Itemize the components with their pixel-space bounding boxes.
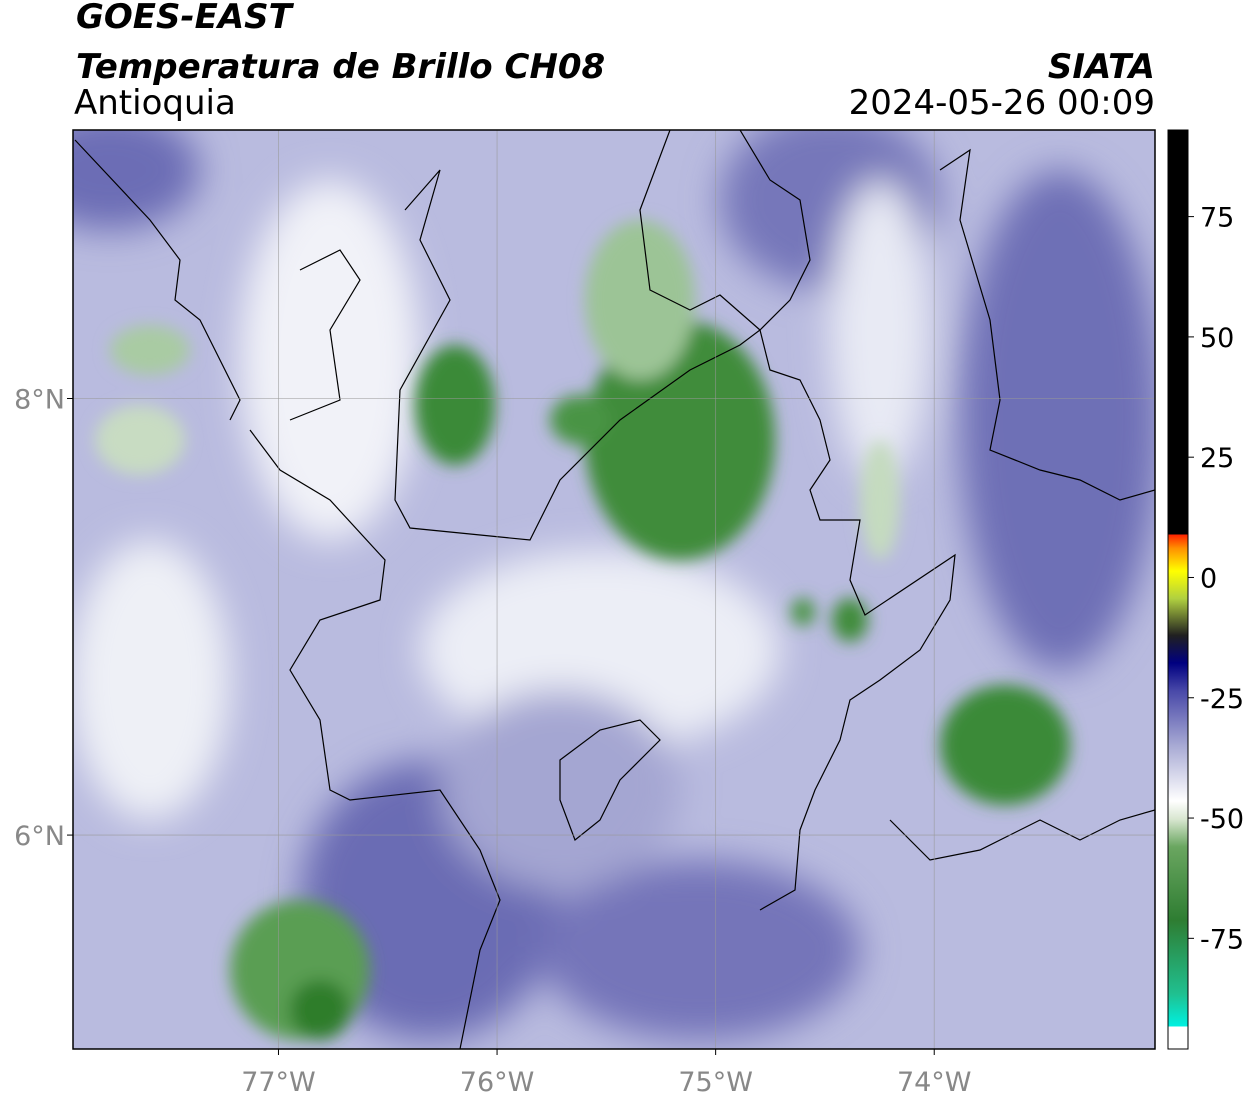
title: GOES-EAST xyxy=(76,0,295,37)
colorbar-tick-label: -25 xyxy=(1200,684,1244,715)
map-field xyxy=(73,130,1155,1049)
colorbar-tick-label: 75 xyxy=(1200,203,1234,234)
borders xyxy=(74,130,1155,1049)
y-tick-label: 6°N xyxy=(14,821,65,852)
region: Antioquia xyxy=(74,83,236,123)
x-tick-label: 77°W xyxy=(241,1067,316,1098)
x-tick-label: 74°W xyxy=(897,1067,972,1098)
colorbar-tick-label: 25 xyxy=(1200,443,1234,474)
source: SIATA xyxy=(1048,47,1155,87)
colorbar-tick-label: 0 xyxy=(1200,563,1217,594)
y-tick-label: 8°N xyxy=(14,384,65,415)
colorbar-tick-label: -75 xyxy=(1200,924,1244,955)
x-tick-label: 76°W xyxy=(460,1067,535,1098)
colorbar-tick-label: -50 xyxy=(1200,804,1244,835)
plot-frame xyxy=(72,129,1156,1050)
grid: 77°W 76°W 75°W 74°W 6°N 8°N xyxy=(14,130,1155,1098)
colorbar-ticks: -75 -50 -25 0 25 50 75 xyxy=(1188,203,1244,955)
x-tick-label: 75°W xyxy=(678,1067,753,1098)
datetime: 2024-05-26 00:09 xyxy=(849,83,1155,123)
colorbar xyxy=(1167,129,1189,1050)
cold-tops xyxy=(95,220,1070,1040)
colorbar-tick-label: 50 xyxy=(1200,323,1234,354)
subtitle: Temperatura de Brillo CH08 xyxy=(76,47,605,87)
